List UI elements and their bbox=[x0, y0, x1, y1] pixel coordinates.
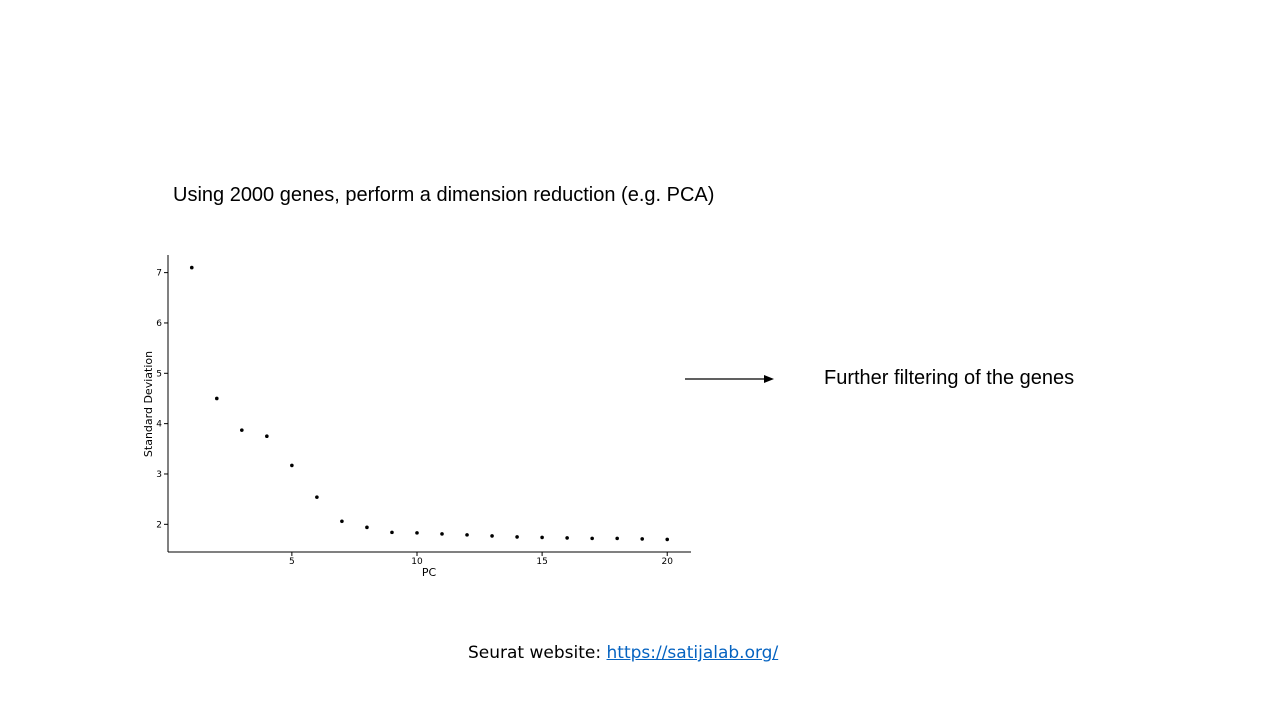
side-note: Further filtering of the genes bbox=[824, 367, 1075, 389]
data-point bbox=[465, 533, 469, 537]
data-point bbox=[189, 265, 194, 270]
slide-title: Using 2000 genes, perform a dimension re… bbox=[173, 184, 715, 206]
y-tick-label: 7 bbox=[156, 269, 162, 279]
data-point bbox=[665, 537, 670, 542]
data-point bbox=[315, 495, 319, 499]
data-point bbox=[214, 396, 219, 401]
data-point bbox=[440, 532, 444, 536]
y-tick-label: 6 bbox=[156, 319, 162, 329]
x-tick-label: 10 bbox=[411, 557, 423, 567]
footer-label: Seurat website: bbox=[468, 643, 607, 663]
x-tick-label: 20 bbox=[662, 557, 674, 567]
y-axis-label: Standard Deviation bbox=[142, 351, 155, 457]
x-axis-label: PC bbox=[422, 566, 437, 579]
data-point bbox=[340, 519, 344, 524]
y-tick-label: 2 bbox=[156, 520, 162, 530]
data-point bbox=[615, 536, 619, 541]
data-point bbox=[290, 463, 294, 468]
data-point bbox=[640, 537, 645, 541]
data-point bbox=[240, 428, 244, 432]
data-point bbox=[590, 536, 594, 541]
data-point bbox=[565, 536, 569, 540]
data-point bbox=[365, 525, 369, 530]
chart-points bbox=[189, 265, 670, 542]
chart-ticks: 5 10 15 20 2 3 4 5 6 7 bbox=[156, 269, 673, 567]
data-point bbox=[265, 434, 269, 439]
data-point bbox=[540, 535, 544, 540]
x-tick-label: 5 bbox=[289, 557, 295, 567]
y-tick-label: 3 bbox=[156, 470, 162, 480]
data-point bbox=[490, 534, 494, 538]
y-tick-label: 5 bbox=[156, 369, 162, 379]
x-tick-label: 15 bbox=[536, 557, 547, 567]
y-tick-label: 4 bbox=[156, 420, 162, 430]
seurat-link[interactable]: https://satijalab.org/ bbox=[606, 643, 779, 663]
data-point bbox=[415, 531, 419, 535]
source-footer: Seurat website: https://satijalab.org/ bbox=[468, 643, 778, 663]
data-point bbox=[390, 530, 394, 535]
arrow-head bbox=[764, 375, 774, 383]
data-point bbox=[515, 535, 519, 539]
chart-axes bbox=[167, 255, 691, 553]
